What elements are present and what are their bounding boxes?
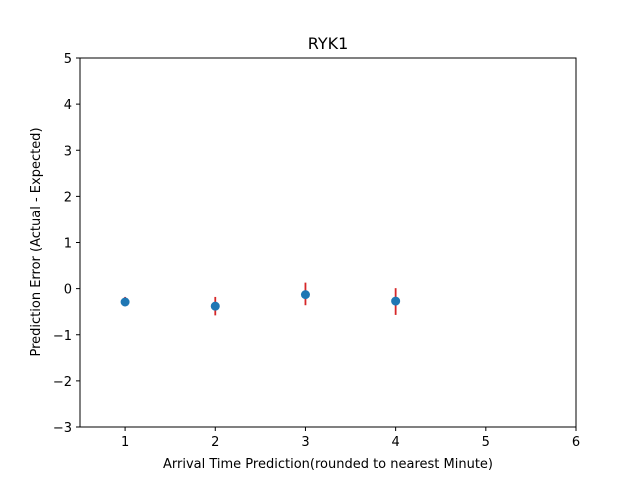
- y-tick-label: 5: [64, 52, 72, 67]
- y-tick-label: −3: [53, 421, 72, 436]
- y-tick-label: −2: [53, 375, 72, 390]
- y-tick-label: 0: [64, 283, 72, 298]
- x-tick-label: 1: [121, 435, 129, 450]
- chart-title: RYK1: [308, 34, 349, 53]
- data-points: [120, 290, 401, 311]
- y-axis-label: Prediction Error (Actual - Expected): [29, 127, 44, 356]
- y-axis-ticks: −3 −2 −1 0 1 2 3 4 5: [53, 52, 80, 436]
- x-tick-label: 3: [301, 435, 309, 450]
- y-tick-label: 1: [64, 237, 72, 252]
- y-tick-label: 2: [64, 190, 72, 205]
- y-tick-label: 4: [64, 98, 72, 113]
- plot-frame: [79, 57, 577, 428]
- y-tick-label: 3: [64, 144, 72, 159]
- data-point: [120, 297, 130, 307]
- y-tick-label: −1: [53, 329, 72, 344]
- data-point: [391, 296, 401, 306]
- x-tick-label: 5: [482, 435, 490, 450]
- errorbars: [124, 282, 397, 316]
- x-tick-label: 6: [572, 435, 580, 450]
- data-point: [300, 290, 310, 300]
- x-tick-label: 4: [391, 435, 399, 450]
- x-axis-label: Arrival Time Prediction(rounded to neare…: [163, 457, 493, 472]
- x-axis-ticks: 1 2 3 4 5 6: [121, 427, 580, 450]
- x-tick-label: 2: [211, 435, 219, 450]
- data-point: [210, 301, 220, 311]
